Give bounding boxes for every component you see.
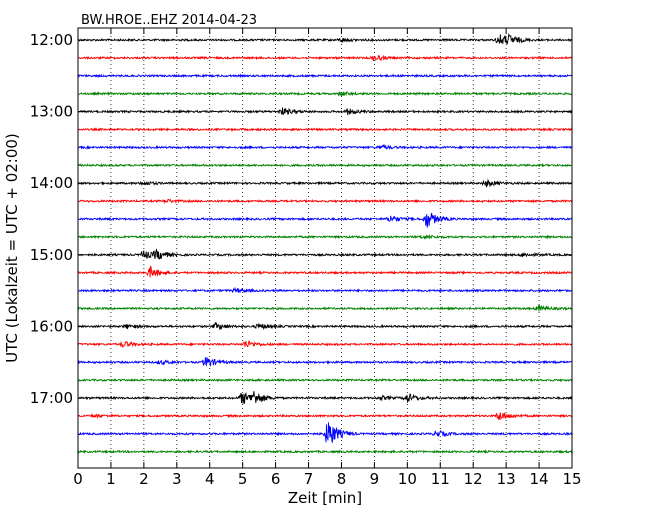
x-axis-label: Zeit [min] <box>288 489 362 507</box>
trace-1730 <box>77 422 573 444</box>
traces-group <box>77 33 573 455</box>
trace-1645 <box>77 377 573 383</box>
trace-1400 <box>77 178 573 188</box>
x-tick-label: 12 <box>464 470 483 488</box>
y-tick-label: 14:00 <box>30 174 73 192</box>
x-tick-label: 8 <box>337 470 347 488</box>
trace-1315 <box>77 127 573 132</box>
y-tick-label: 16:00 <box>30 317 73 335</box>
trace-1445 <box>77 233 573 240</box>
x-axis-ticks: 0 1 2 3 4 5 6 7 8 9 10 11 12 13 14 15 <box>73 28 582 488</box>
trace-1300 <box>77 107 573 116</box>
x-tick-label: 13 <box>497 470 516 488</box>
x-tick-label: 11 <box>431 470 450 488</box>
trace-1500 <box>77 248 573 260</box>
x-tick-label: 0 <box>73 470 83 488</box>
trace-1200 <box>77 33 573 45</box>
trace-1530 <box>77 286 573 294</box>
trace-1745 <box>77 449 573 455</box>
trace-1545 <box>77 304 573 312</box>
trace-1245 <box>77 90 573 97</box>
x-tick-label: 1 <box>106 470 116 488</box>
trace-1700 <box>77 391 573 404</box>
trace-1430 <box>77 212 573 228</box>
trace-1615 <box>77 340 573 349</box>
trace-1230 <box>77 73 573 79</box>
trace-1345 <box>77 162 573 168</box>
y-axis-ticks: 12:00 13:00 14:00 15:00 16:00 17:00 <box>30 31 572 407</box>
trace-1215 <box>77 54 573 62</box>
x-tick-label: 5 <box>238 470 248 488</box>
x-tick-label: 9 <box>370 470 380 488</box>
vertical-grid <box>110 28 540 468</box>
y-tick-label: 17:00 <box>30 389 73 407</box>
x-tick-label: 6 <box>271 470 281 488</box>
x-tick-label: 3 <box>172 470 182 488</box>
x-tick-label: 2 <box>139 470 149 488</box>
trace-1515 <box>77 265 573 278</box>
y-tick-label: 12:00 <box>30 31 73 49</box>
trace-1415 <box>77 198 573 205</box>
trace-1630 <box>77 357 573 367</box>
y-tick-label: 13:00 <box>30 103 73 121</box>
trace-1600 <box>77 321 573 331</box>
x-tick-label: 4 <box>205 470 215 488</box>
trace-1715 <box>77 412 573 421</box>
x-tick-label: 10 <box>398 470 417 488</box>
x-tick-label: 15 <box>562 470 581 488</box>
x-tick-label: 7 <box>304 470 314 488</box>
y-axis-label: UTC (Lokalzeit = UTC + 02:00) <box>3 133 21 363</box>
chart-title: BW.HROE..EHZ 2014-04-23 <box>81 13 257 28</box>
plot-frame <box>77 27 573 469</box>
x-tick-label: 14 <box>530 470 549 488</box>
y-tick-label: 15:00 <box>30 246 73 264</box>
trace-1330 <box>77 143 573 151</box>
